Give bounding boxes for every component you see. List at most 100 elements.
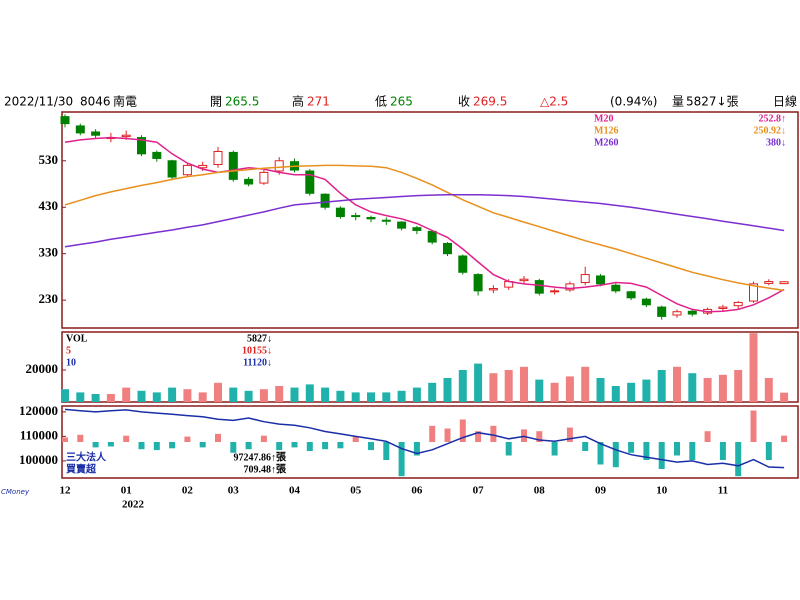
x-tick-label: 07	[473, 485, 485, 497]
candle-body	[137, 137, 146, 155]
x-tick-label: 02	[182, 485, 194, 497]
net-bar	[398, 442, 405, 477]
volume-bar	[673, 366, 681, 402]
candle-body	[244, 178, 254, 185]
candle-body	[764, 281, 774, 284]
net-bar	[459, 419, 466, 442]
x-tick-label: 03	[228, 485, 240, 497]
volume-bar	[122, 387, 131, 402]
y-tick-label: 100000	[19, 452, 58, 467]
volume-bar	[275, 386, 284, 402]
x-tick-label: 11	[718, 485, 728, 497]
ma-line	[64, 193, 785, 248]
candle-body	[213, 150, 223, 165]
change-pct: (0.94%)	[610, 95, 657, 109]
candle-body	[167, 160, 177, 178]
legend-value: 252.8↑	[759, 113, 787, 124]
net-bar	[689, 442, 696, 460]
watermark: CMoney	[1, 488, 30, 496]
candle-body	[565, 283, 575, 291]
ma-line	[64, 164, 785, 292]
legend-value: 250.92↓	[754, 125, 787, 136]
net-bar	[429, 425, 436, 442]
volume-bar	[627, 382, 636, 402]
volume-bar	[504, 370, 513, 402]
x-tick-label: 05	[350, 485, 362, 497]
candle-body	[641, 298, 651, 306]
net-bar	[612, 442, 619, 468]
net-bar	[643, 442, 650, 460]
net-bar	[582, 442, 589, 451]
candle-body	[596, 275, 605, 285]
legend-name: M260	[594, 137, 618, 148]
net-bar	[551, 442, 558, 456]
volume-bar	[550, 382, 559, 402]
volume-bar	[137, 390, 146, 402]
volume-value: 5827↓張	[686, 95, 739, 109]
net-bar	[291, 442, 298, 448]
candle-body	[749, 283, 758, 302]
volume-bar	[168, 387, 177, 402]
net-bar	[658, 442, 665, 469]
net-bar	[781, 435, 788, 442]
volume-bar	[367, 392, 375, 402]
volume-bar	[688, 373, 697, 402]
candle-body	[381, 219, 391, 222]
volume-bar	[229, 387, 238, 402]
volume-name: VOL	[66, 333, 88, 344]
legend-name: 10	[66, 357, 76, 368]
volume-bar	[244, 390, 253, 402]
period: 日線	[773, 94, 797, 109]
volume-bar	[443, 378, 452, 402]
volume-bar	[152, 392, 161, 402]
holding-line	[64, 408, 785, 469]
volume-bar	[382, 392, 391, 402]
legend-name: M126	[594, 125, 618, 136]
candle-body	[305, 170, 315, 194]
volume-bar	[198, 392, 207, 402]
net-bar	[107, 442, 114, 447]
legend-value: 380↓	[766, 137, 786, 148]
x-tick-label: 10	[656, 485, 668, 497]
net-bar	[536, 431, 543, 442]
volume-bar	[290, 387, 299, 402]
candle-body	[75, 125, 85, 134]
legend-value: 709.48↑張	[244, 463, 288, 475]
close-label: 收	[458, 95, 470, 109]
candle-body	[657, 306, 667, 317]
volume-bar	[520, 366, 528, 402]
net-bar	[62, 437, 68, 442]
net-bar	[77, 434, 84, 442]
candle-body	[733, 301, 743, 307]
candle-body	[611, 284, 621, 292]
x-tick-label: 01	[121, 485, 132, 497]
header: 2022/11/30 8046 南電 開 265.5 高 271 低 265 收…	[4, 94, 797, 109]
legend-value: 10155↓	[242, 345, 272, 356]
candle-body	[488, 288, 498, 291]
stock-code: 8046	[80, 95, 111, 109]
candle-body	[366, 216, 376, 220]
volume-value: 5827↓	[247, 333, 272, 344]
candle-body	[91, 131, 101, 136]
net-bar	[260, 435, 267, 442]
candle-body	[397, 221, 407, 229]
volume-bar	[351, 392, 360, 402]
net-bar	[245, 442, 252, 450]
net-bar	[765, 442, 772, 460]
y-tick-label: 530	[39, 152, 59, 167]
legend-name: 5	[66, 345, 71, 356]
volume-bar	[106, 394, 115, 402]
x-tick-label: 08	[534, 485, 546, 497]
volume-bar	[611, 386, 620, 402]
candle-body	[198, 164, 208, 169]
volume-bar	[474, 363, 483, 402]
volume-bar	[642, 379, 651, 402]
volume-bar	[259, 389, 268, 402]
candle-body	[443, 242, 452, 255]
candle-body	[534, 280, 544, 294]
net-bar	[352, 436, 359, 442]
legend-value: 97247.86↑張	[234, 451, 288, 463]
low-label: 低	[375, 95, 387, 109]
